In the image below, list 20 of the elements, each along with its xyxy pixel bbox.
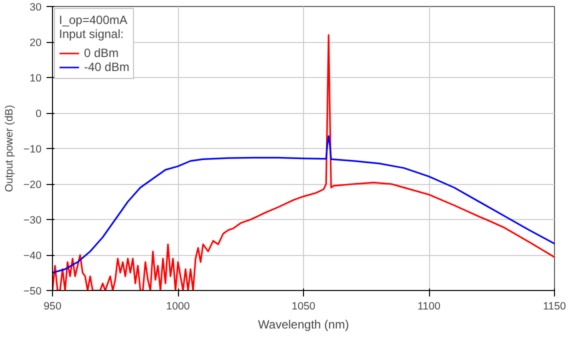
x-tick-label: 1150: [543, 300, 566, 312]
y-tick-label: −20: [23, 179, 42, 191]
legend-label: -40 dBm: [84, 60, 130, 74]
y-tick-label: −50: [23, 286, 42, 298]
x-axis-title: Wavelength (nm): [258, 318, 349, 332]
line-series: [52, 135, 554, 274]
x-tick-label: 1050: [292, 300, 316, 312]
y-tick-label: −10: [23, 144, 42, 156]
x-tick-label: 1100: [418, 300, 441, 312]
legend-label: 0 dBm: [84, 46, 119, 60]
y-tick-label: 30: [30, 2, 42, 14]
y-tick-label: 20: [30, 37, 42, 49]
legend-title: I_op=400mA Input signal:: [59, 13, 128, 41]
y-tick-label: −30: [23, 214, 42, 226]
y-tick-label: −40: [23, 250, 42, 262]
y-axis-title: Output power (dB): [3, 104, 16, 192]
y-tick-label: 0: [36, 108, 42, 120]
y-tick-label: 10: [30, 72, 42, 84]
x-tick-label: 950: [44, 300, 62, 312]
x-tick-label: 1000: [166, 300, 190, 312]
